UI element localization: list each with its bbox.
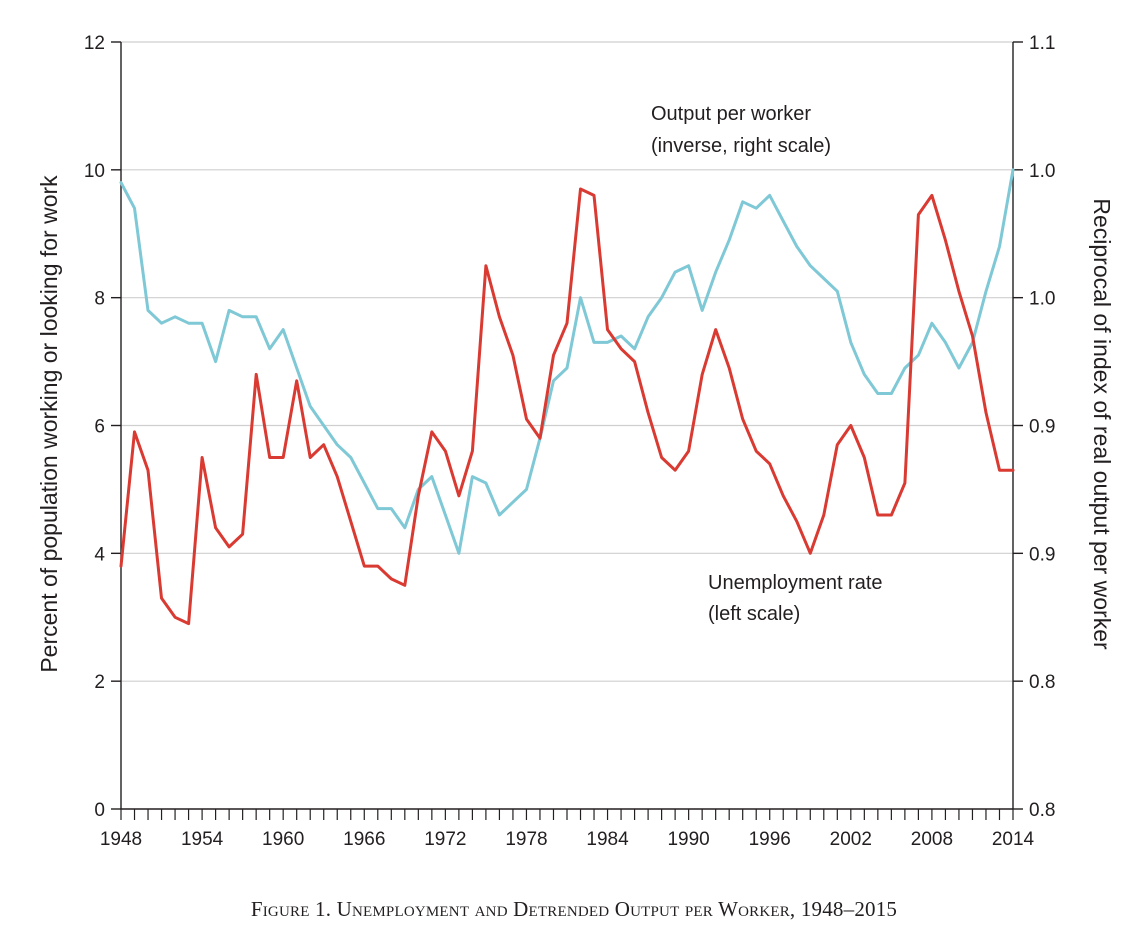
x-axis-ticks: 1948 1954 1960 1966 1972 1978 1984 1990 1996 2002… xyxy=(100,809,1035,850)
annotation-unemployment-title: Unemployment rate xyxy=(708,572,883,594)
x-tick-label-6: 1984 xyxy=(586,829,629,850)
left-tick-label-6: 12 xyxy=(84,33,105,54)
right-tick-label-5: 1.0 xyxy=(1029,161,1055,182)
gridlines xyxy=(121,41,1013,682)
x-tick-label-11: 2014 xyxy=(992,829,1035,850)
x-tick-label-3: 1966 xyxy=(343,829,385,850)
right-tick-label-0: 0.8 xyxy=(1029,800,1055,821)
right-tick-label-4: 1.0 xyxy=(1029,289,1055,310)
right-tick-label-6: 1.1 xyxy=(1029,33,1055,54)
left-tick-label-2: 4 xyxy=(94,544,105,565)
dual-axis-line-chart: 1948 1954 1960 1966 1972 1978 1984 1990 1996 2002… xyxy=(36,33,1115,850)
left-tick-label-4: 8 xyxy=(94,289,105,310)
left-axis-ticks: 0 2 4 6 8 10 12 xyxy=(84,33,121,821)
right-axis-title: Reciprocal of index of real output per w… xyxy=(1089,198,1115,650)
left-tick-label-0: 0 xyxy=(94,800,105,821)
unemployment-rate-line xyxy=(119,187,1015,626)
left-tick-label-5: 10 xyxy=(84,161,105,182)
annotation-unemployment-sub: (left scale) xyxy=(708,603,800,625)
right-tick-label-1: 0.8 xyxy=(1029,672,1055,693)
x-tick-label-9: 2002 xyxy=(830,829,872,850)
x-tick-label-5: 1978 xyxy=(505,829,547,850)
annotation-output-title: Output per worker xyxy=(651,103,811,125)
x-tick-label-0: 1948 xyxy=(100,829,142,850)
x-tick-label-4: 1972 xyxy=(424,829,466,850)
x-tick-label-10: 2008 xyxy=(911,829,953,850)
left-tick-label-3: 6 xyxy=(94,417,105,438)
series-lines xyxy=(119,168,1015,626)
x-tick-label-2: 1960 xyxy=(262,829,304,850)
right-axis-ticks: 0.8 0.8 0.9 0.9 1.0 1.0 1.1 xyxy=(1013,33,1055,821)
output-per-worker-line xyxy=(119,168,1015,555)
x-tick-label-7: 1990 xyxy=(667,829,709,850)
left-tick-label-1: 2 xyxy=(94,672,105,693)
x-tick-label-8: 1996 xyxy=(749,829,791,850)
x-tick-label-1: 1954 xyxy=(181,829,224,850)
left-axis-title: Percent of population working or looking… xyxy=(36,175,62,673)
annotation-output-sub: (inverse, right scale) xyxy=(651,135,831,157)
right-tick-label-2: 0.9 xyxy=(1029,544,1055,565)
right-tick-label-3: 0.9 xyxy=(1029,417,1055,438)
figure-caption: Figure 1. Unemployment and Detrended Out… xyxy=(250,897,898,921)
